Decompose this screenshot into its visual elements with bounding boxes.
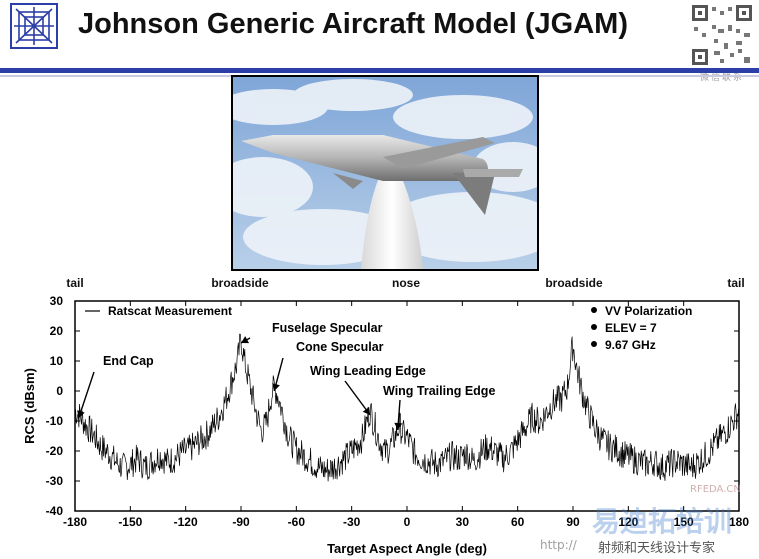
y-tick-label: -40 [46,504,64,518]
x-tick-label: -60 [288,515,306,529]
condition-label: 9.67 GHz [605,338,656,352]
y-tick-label: -10 [46,414,64,428]
annotation-arrowhead [77,410,85,418]
header-rule [0,68,759,73]
annotation-arrowhead [394,422,403,430]
x-tick-label: -90 [232,515,250,529]
aircraft-model-icon [233,77,537,269]
aspect-marker: broadside [545,276,603,290]
y-tick-label: -30 [46,474,64,488]
annotation-label: Cone Specular [296,340,384,354]
aspect-marker: nose [391,276,421,290]
page-title: Johnson Generic Aircraft Model (JGAM) [78,8,628,40]
x-tick-label: 180 [729,515,749,529]
y-tick-label: 30 [50,294,64,308]
y-tick-label: 10 [50,354,64,368]
x-axis-label: Target Aspect Angle (deg) [327,541,487,556]
annotation-label: Wing Trailing Edge [383,384,495,398]
y-tick-label: -20 [46,444,64,458]
x-tick-label: 0 [404,515,411,529]
aspect-marker: broadside [211,276,269,290]
condition-bullet [591,324,597,330]
condition-label: VV Polarization [605,304,692,318]
annotation-arrow [344,380,371,416]
annotation-arrowhead [362,406,371,415]
watermark-url: http:// [540,538,577,552]
x-tick-label: 30 [456,515,470,529]
plot-frame [74,300,740,512]
annotation-label: Fuselage Specular [272,321,383,335]
watermark-brand: 易迪拓培训 [592,505,733,538]
x-tick-label: 90 [566,515,580,529]
annotation-label: Wing Leading Edge [310,364,426,378]
x-tick-label: 150 [674,515,694,529]
aircraft-model-photo [231,75,539,271]
x-tick-label: -180 [63,515,87,529]
y-axis-label: RCS (dBsm) [22,368,37,444]
university-logo-icon [10,3,58,49]
x-tick-label: -150 [118,515,142,529]
y-tick-label: 0 [56,384,63,398]
x-tick-label: 60 [511,515,525,529]
conditions-list: VV Polarization ELEV = 7 9.67 GHz [591,304,692,352]
legend: Ratscat Measurement [85,304,232,318]
y-tick-label: 20 [50,324,64,338]
watermark-slogan: 射频和天线设计专家 [598,541,716,556]
watermark-site: RFEDA.CN [690,484,741,495]
annotation-label: End Cap [103,354,154,368]
rcs-chart: -180 -150 -120 -90 -60 -30 0 30 60 90 120 150 180 30 2… [22,294,749,556]
x-tick-label: -30 [343,515,361,529]
condition-label: ELEV = 7 [605,321,657,335]
condition-bullet [591,341,597,347]
series-line [74,333,739,482]
legend-label: Ratscat Measurement [108,304,232,318]
annotation-arrowhead [272,383,280,391]
aspect-marker: tail [727,276,745,290]
aspect-marker: tail [66,276,84,290]
qr-code-icon [690,3,754,67]
x-tick-label: 120 [618,515,638,529]
x-tick-label: -120 [174,515,198,529]
annotation-arrowhead [241,336,250,344]
annotation-arrow [78,371,95,419]
qr-caption: 微信联系 [699,73,744,83]
condition-bullet [591,307,597,313]
